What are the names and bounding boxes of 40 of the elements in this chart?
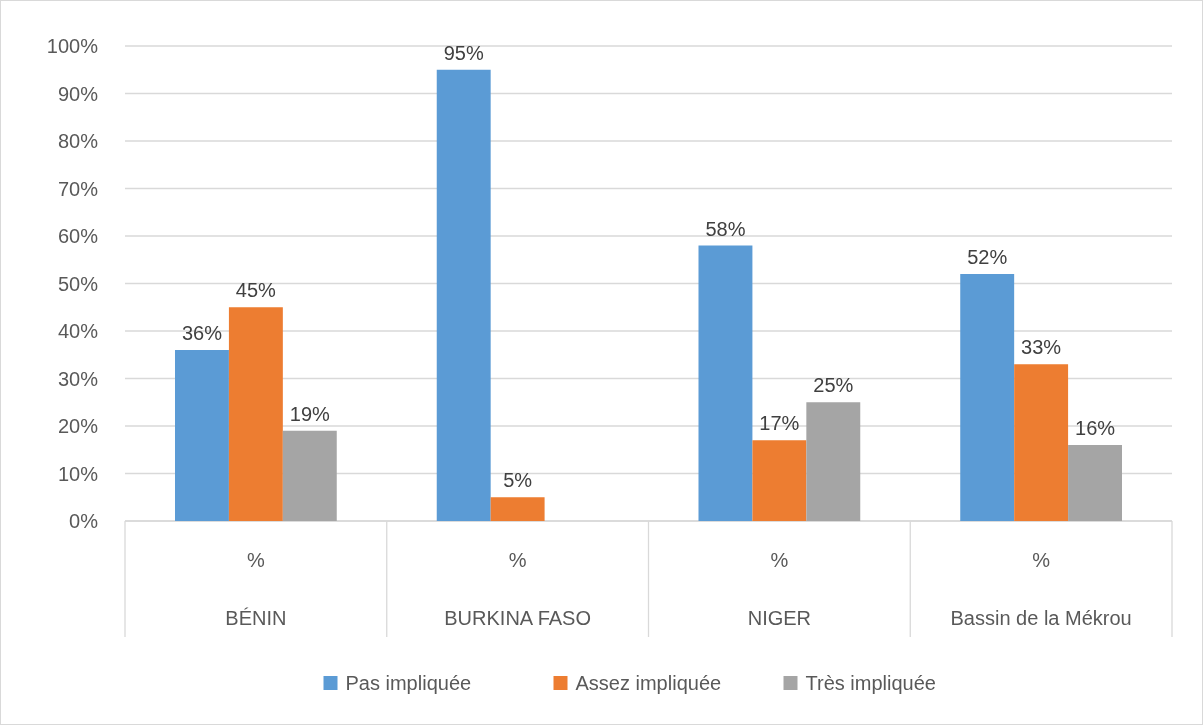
- bar: [806, 402, 861, 521]
- category-label: % Bassin de la Mékrou: [950, 549, 1132, 629]
- legend-label: Pas impliquée: [345, 672, 472, 694]
- legend-label: Très impliquée: [805, 672, 936, 694]
- data-label: 58%: [705, 217, 746, 240]
- bar: [228, 307, 283, 521]
- data-label: 36%: [181, 322, 223, 344]
- y-tick-label: 30%: [57, 367, 99, 390]
- bar: [960, 274, 1015, 521]
- y-tick-label: 50%: [57, 272, 99, 295]
- y-tick-label: 100%: [46, 35, 99, 57]
- bar: [490, 497, 545, 521]
- data-label: 25%: [813, 374, 854, 397]
- data-label: 52%: [967, 246, 1008, 268]
- y-tick-label: 70%: [57, 177, 99, 200]
- y-tick-label: 90%: [57, 82, 99, 105]
- data-label: 33%: [1021, 336, 1062, 359]
- y-tick-label: 40%: [57, 320, 99, 342]
- bar: [436, 69, 491, 521]
- bar: [1014, 364, 1069, 521]
- data-label: 95%: [443, 41, 484, 64]
- y-tick-label: 60%: [57, 225, 99, 247]
- data-label: 16%: [1075, 417, 1116, 439]
- category-label: % BURKINA FASO: [444, 549, 591, 629]
- data-label: 5%: [503, 469, 533, 492]
- bar: [752, 440, 807, 521]
- category-label: % NIGER: [747, 549, 812, 629]
- data-label: 45%: [235, 279, 277, 302]
- bar: [698, 245, 753, 521]
- y-tick-label: 0%: [69, 510, 99, 532]
- bar: [1068, 445, 1123, 521]
- y-tick-label: 80%: [57, 130, 99, 152]
- y-tick-label: 10%: [57, 462, 99, 485]
- category-label: % BÉNIN: [225, 549, 287, 629]
- bar: [174, 350, 229, 521]
- legend-label: Assez impliquée: [575, 672, 722, 694]
- y-tick-label: 20%: [57, 415, 99, 437]
- bar: [282, 430, 337, 521]
- data-label: 17%: [759, 412, 800, 435]
- data-label: 19%: [289, 402, 331, 425]
